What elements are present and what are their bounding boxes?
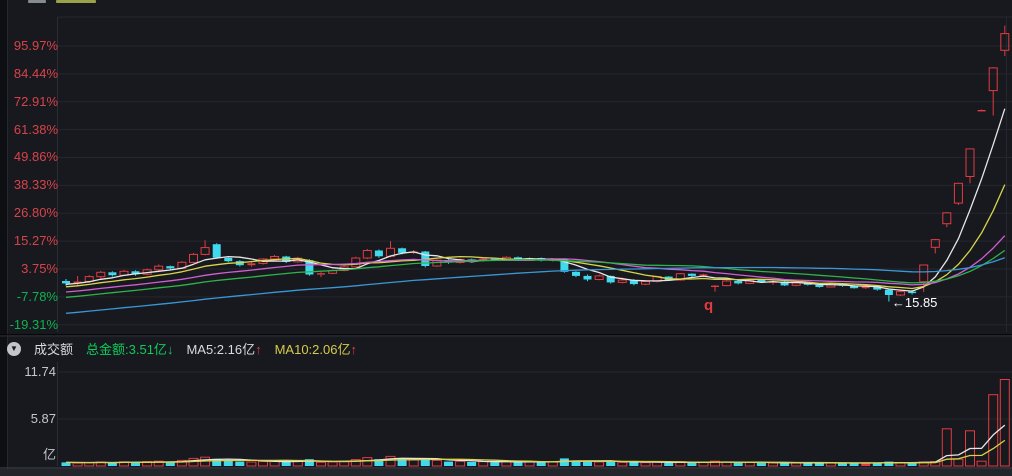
- percent-axis-label: 84.44%: [13, 65, 58, 81]
- volume-panel-header: ▼ 成交额 总金额:3.51亿↓ MA5:2.16亿↑ MA10:2.06亿↑: [7, 339, 357, 358]
- chevron-down-icon: ▼: [10, 343, 18, 353]
- ma-line-60: [65, 257, 1006, 314]
- percent-axis-label: 49.86%: [13, 149, 58, 165]
- percent-axis-label: 3.75%: [21, 261, 58, 276]
- percent-axis-label: 61.38%: [13, 121, 58, 137]
- up-arrow-icon: ↑: [255, 342, 262, 357]
- percent-axis-label: -19.31%: [9, 316, 58, 332]
- event-marker-q: q: [704, 296, 714, 314]
- down-arrow-icon: ↓: [166, 342, 174, 357]
- ma-line-20: [65, 235, 1006, 293]
- vol-ma10-text: MA10:2.06亿: [274, 342, 351, 357]
- ma-line-30: [65, 249, 1006, 298]
- up-arrow-icon: ↑: [350, 342, 357, 357]
- volume-ma-lines: [65, 424, 1006, 464]
- percent-axis-label: -7.78%: [16, 288, 58, 304]
- clipped-text-fragment: [56, 0, 96, 3]
- collapse-toggle-icon[interactable]: ▼: [7, 341, 21, 356]
- percent-axis-label: 95.97%: [13, 37, 58, 53]
- volume-axis-label: 5.87: [30, 411, 56, 426]
- vol-ma10-value: MA10:2.06亿↑: [275, 339, 357, 358]
- percent-axis-label: 26.80%: [13, 205, 58, 221]
- vol-ma5-value: MA5:2.16亿↑: [186, 339, 261, 358]
- total-amount-value: 总金额:3.51亿↓: [86, 339, 173, 358]
- percent-axis-label: 38.33%: [13, 177, 58, 193]
- price-marker: ←15.85: [891, 294, 938, 310]
- percent-axis-label: 15.27%: [13, 233, 58, 249]
- indicator-title[interactable]: 成交额: [34, 342, 74, 357]
- volume-bars-layer: [61, 379, 1010, 467]
- volume-axis-label: 亿: [42, 447, 56, 462]
- gridlines: [0, 16, 1012, 476]
- ma-line-10: [65, 184, 1006, 290]
- price-ma-lines: [65, 108, 1006, 314]
- volume-axis-label: 11.74: [24, 364, 56, 379]
- clipped-text-fragment: [28, 0, 46, 3]
- ma-line-10: [65, 439, 1006, 464]
- vol-ma5-text: MA5:2.16亿: [186, 342, 256, 357]
- ma-line-5: [65, 108, 1006, 292]
- total-amount-text: 总金额:3.51亿: [86, 342, 167, 357]
- percent-axis-label: 72.91%: [13, 93, 58, 109]
- left-edge-strip: [0, 0, 8, 476]
